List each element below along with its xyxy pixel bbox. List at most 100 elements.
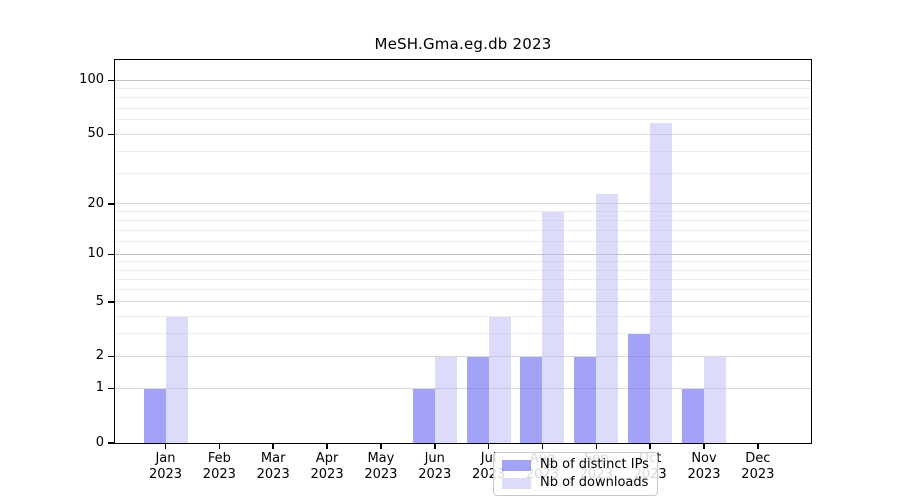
legend-swatch-distinct-ips xyxy=(502,459,531,471)
y-tick-mark xyxy=(108,133,114,136)
x-label-year: 2023 xyxy=(364,466,398,482)
x-label-month: Nov xyxy=(691,451,717,466)
gridline-major xyxy=(115,301,811,303)
bar-distinct-ips-oct xyxy=(628,334,651,443)
bar-downloads-jul xyxy=(488,316,511,443)
x-tick-mark xyxy=(434,444,436,449)
y-tick-label: 100 xyxy=(79,72,104,88)
gridline-minor xyxy=(115,229,811,231)
x-tick-mark xyxy=(649,444,651,449)
x-tick-label-may: May 2023 xyxy=(349,451,413,482)
gridline-major xyxy=(115,79,811,81)
x-tick-mark xyxy=(595,444,598,449)
gridline-minor xyxy=(115,269,811,271)
bar-distinct-ips-sep xyxy=(574,356,597,443)
y-tick-mark xyxy=(108,253,114,256)
gridline-minor xyxy=(115,107,811,109)
x-tick-label-dec: Dec 2023 xyxy=(726,451,790,482)
gridline-minor xyxy=(115,315,811,317)
legend-label-distinct-ips: Nb of distinct IPs xyxy=(540,457,649,472)
x-label-month: May xyxy=(367,451,395,466)
x-tick-label-nov: Nov 2023 xyxy=(672,451,736,482)
x-label-month: Jan xyxy=(155,451,176,466)
bar-distinct-ips-jan xyxy=(143,388,166,443)
x-label-month: Mar xyxy=(260,451,286,466)
x-label-year: 2023 xyxy=(310,466,344,482)
x-tick-label-apr: Apr 2023 xyxy=(295,451,359,482)
y-tick-label: 5 xyxy=(95,293,104,309)
bar-distinct-ips-nov xyxy=(682,388,704,443)
gridline-minor xyxy=(115,333,811,335)
gridline-minor xyxy=(115,150,811,152)
x-tick-mark xyxy=(164,444,167,449)
y-tick-label: 10 xyxy=(87,246,104,262)
gridline-minor xyxy=(115,289,811,291)
gridline-major xyxy=(115,133,811,135)
y-tick-label: 20 xyxy=(87,195,104,211)
y-tick-label: 0 xyxy=(95,434,104,450)
legend-label-downloads: Nb of downloads xyxy=(540,475,649,490)
chart-legend: Nb of distinct IPs Nb of downloads xyxy=(493,452,658,496)
x-tick-mark xyxy=(272,444,274,449)
x-tick-label-feb: Feb 2023 xyxy=(187,451,251,482)
x-tick-mark xyxy=(380,444,382,449)
y-tick-mark xyxy=(108,203,114,205)
x-tick-mark xyxy=(218,444,221,449)
gridline-major xyxy=(115,253,811,255)
gridline-minor xyxy=(115,240,811,242)
y-tick-label: 1 xyxy=(95,380,104,396)
gridline-major xyxy=(115,387,811,389)
gridline-minor xyxy=(115,88,811,90)
plot-area: Nb of distinct IPs Nb of downloads xyxy=(114,59,812,496)
x-label-year: 2023 xyxy=(202,466,236,482)
gridline-minor xyxy=(115,211,811,213)
y-tick-label: 2 xyxy=(95,348,104,364)
x-label-year: 2023 xyxy=(148,466,183,482)
bar-downloads-jan xyxy=(165,316,188,443)
gridline-minor xyxy=(115,119,811,121)
bar-downloads-aug xyxy=(542,211,565,443)
x-label-month: Jul xyxy=(480,451,497,466)
x-tick-mark xyxy=(326,444,328,449)
x-tick-mark xyxy=(703,444,705,449)
x-label-year: 2023 xyxy=(741,466,775,482)
y-tick-mark xyxy=(108,442,114,444)
gridline-minor xyxy=(115,219,811,221)
legend-entry-downloads: Nb of downloads xyxy=(502,476,649,490)
x-label-year: 2023 xyxy=(256,466,290,482)
y-tick-mark xyxy=(108,387,114,390)
legend-entry-distinct-ips: Nb of distinct IPs xyxy=(502,458,649,472)
x-tick-mark xyxy=(541,444,544,449)
x-label-month: Dec xyxy=(745,451,771,466)
x-label-month: Apr xyxy=(315,451,339,466)
gridline-major xyxy=(115,355,811,357)
gridline-minor xyxy=(115,261,811,263)
x-tick-mark xyxy=(757,444,759,449)
bar-distinct-ips-aug xyxy=(520,356,543,443)
legend-swatch-downloads xyxy=(502,477,531,489)
x-label-year: 2023 xyxy=(418,466,452,482)
bar-distinct-ips-jul xyxy=(466,356,489,443)
y-tick-mark xyxy=(108,301,114,303)
x-label-month: Feb xyxy=(207,451,231,466)
x-tick-mark xyxy=(487,444,490,449)
bar-downloads-jun xyxy=(434,356,457,443)
gridline-major xyxy=(115,203,811,205)
bar-downloads-nov xyxy=(704,356,726,443)
x-tick-label-mar: Mar 2023 xyxy=(241,451,305,482)
chart-title: MeSH.Gma.eg.db 2023 xyxy=(374,35,552,53)
y-tick-mark xyxy=(108,79,114,82)
x-label-month: Jun xyxy=(424,451,445,466)
gridline-minor xyxy=(115,172,811,174)
gridline-minor xyxy=(115,97,811,99)
x-tick-label-jun: Jun 2023 xyxy=(403,451,467,482)
x-tick-label-jan: Jan 2023 xyxy=(134,451,198,482)
x-label-year: 2023 xyxy=(687,466,721,482)
bar-distinct-ips-jun xyxy=(412,388,435,443)
gridline-minor xyxy=(115,278,811,280)
y-tick-mark xyxy=(108,355,114,358)
bar-downloads-oct xyxy=(650,123,673,443)
y-tick-label: 50 xyxy=(87,126,104,142)
bar-downloads-sep xyxy=(596,193,619,443)
